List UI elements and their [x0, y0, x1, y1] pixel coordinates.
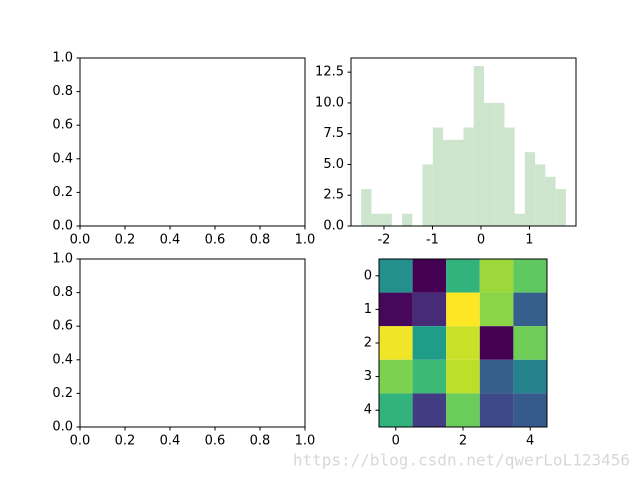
heat-cell — [379, 259, 413, 293]
y-tick-label: 0.2 — [52, 386, 73, 401]
x-tick-label: 0 — [392, 434, 400, 449]
y-tick-label: 0.8 — [52, 285, 73, 300]
heat-cell — [446, 359, 480, 394]
x-tick-label: 0.2 — [115, 233, 136, 248]
y-tick-label: 0 — [364, 268, 372, 283]
y-tick-label: 0.6 — [52, 319, 73, 334]
heat-cell — [446, 292, 480, 327]
hist-bar — [483, 102, 495, 226]
hist-bar — [371, 213, 382, 226]
x-tick-label: 0 — [477, 233, 485, 248]
hist-bar — [443, 139, 454, 226]
x-tick-label: 1.0 — [295, 434, 316, 449]
x-tick-label: 0.8 — [250, 233, 271, 248]
heat-cell — [513, 292, 547, 327]
hist-bar — [555, 189, 566, 226]
y-tick-label: 2 — [364, 336, 372, 351]
hist-bar — [545, 176, 556, 226]
y-tick-label: 0.0 — [52, 219, 73, 234]
hist-bar — [422, 164, 433, 226]
hist-bar — [514, 213, 525, 226]
y-tick-label: 2.5 — [323, 188, 344, 203]
x-tick-label: 1.0 — [295, 233, 316, 248]
y-tick-label: 0.4 — [52, 151, 73, 166]
heat-cell — [412, 393, 447, 427]
y-tick-label: 0.0 — [323, 219, 344, 234]
y-tick-label: 0.4 — [52, 352, 73, 367]
hist-bar — [402, 213, 413, 226]
axes-frame — [350, 57, 577, 227]
heat-cell — [513, 326, 547, 360]
heat-cell — [446, 393, 480, 427]
hist-bar — [524, 152, 536, 226]
y-tick-label: 1 — [364, 302, 372, 317]
y-tick-label: 7.5 — [323, 126, 344, 141]
hist-bar — [473, 66, 484, 226]
y-tick-label: 12.5 — [315, 65, 344, 80]
watermark: https://blog.csdn.net/qwerLoL123456 — [293, 451, 630, 470]
y-tick-label: 5.0 — [323, 157, 344, 172]
heat-cell — [479, 393, 514, 427]
heat-cell — [379, 393, 413, 427]
y-tick-label: 3 — [364, 369, 372, 384]
heat-cell — [479, 259, 514, 293]
heat-cell — [379, 292, 413, 327]
x-tick-label: 0.4 — [160, 434, 181, 449]
heat-cell — [513, 393, 547, 427]
hist-bar — [381, 213, 392, 226]
hist-bar — [361, 189, 372, 226]
x-tick-label: 0.6 — [205, 434, 226, 449]
heat-cell — [479, 292, 514, 327]
heat-cell — [513, 359, 547, 394]
heat-cell — [379, 359, 413, 394]
heat-cell — [412, 292, 447, 327]
axes-frame — [79, 258, 306, 428]
heat-cell — [479, 326, 514, 360]
x-tick-label: 0.8 — [250, 434, 271, 449]
heat-cell — [412, 359, 447, 394]
x-tick-label: -2 — [377, 233, 390, 248]
hist-bar — [463, 127, 474, 226]
x-tick-label: 0.4 — [160, 233, 181, 248]
hist-bar — [453, 139, 464, 226]
x-tick-label: 2 — [459, 434, 467, 449]
x-tick-label: -1 — [426, 233, 439, 248]
hist-bar — [535, 164, 546, 226]
heat-cell — [412, 259, 447, 293]
y-tick-label: 1.0 — [52, 252, 73, 267]
x-tick-label: 4 — [526, 434, 534, 449]
y-tick-label: 0.8 — [52, 84, 73, 99]
axes-frame — [79, 57, 306, 227]
x-tick-label: 0.0 — [70, 233, 91, 248]
heat-cell — [379, 326, 413, 360]
y-tick-label: 0.2 — [52, 185, 73, 200]
y-tick-label: 0.0 — [52, 420, 73, 435]
y-tick-label: 10.0 — [315, 95, 344, 110]
x-tick-label: 0.2 — [115, 434, 136, 449]
y-tick-label: 0.6 — [52, 118, 73, 133]
y-tick-label: 1.0 — [52, 51, 73, 66]
hist-bar — [494, 102, 505, 226]
x-tick-label: 0.6 — [205, 233, 226, 248]
heat-cell — [446, 259, 480, 293]
heat-cell — [479, 359, 514, 394]
heat-cell — [412, 326, 447, 360]
heat-cell — [513, 259, 547, 293]
x-tick-label: 0.0 — [70, 434, 91, 449]
y-tick-label: 4 — [364, 403, 372, 418]
hist-bar — [504, 127, 515, 226]
x-tick-label: 1 — [525, 233, 533, 248]
heat-cell — [446, 326, 480, 360]
hist-bar — [432, 127, 444, 226]
